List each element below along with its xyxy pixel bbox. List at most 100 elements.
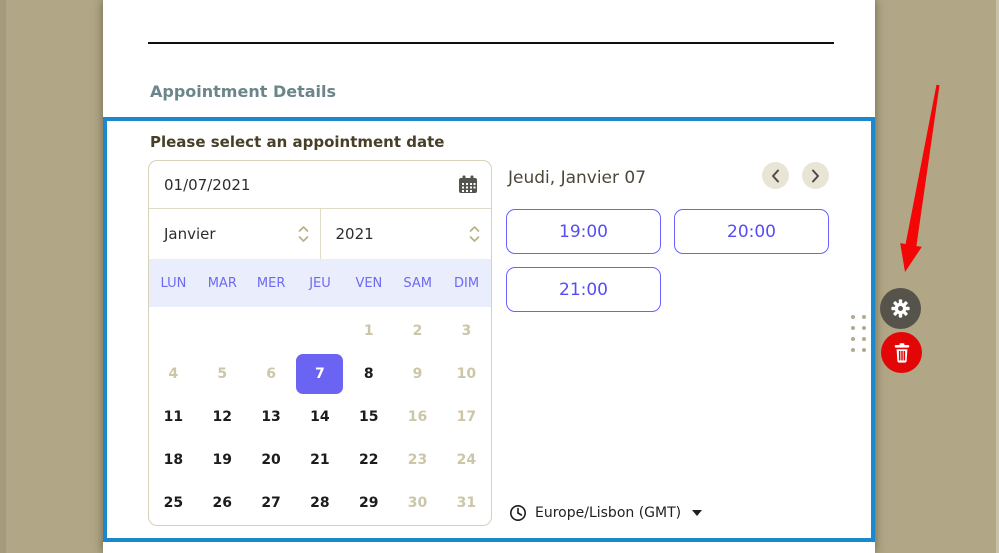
calendar-day-label: [199, 311, 246, 351]
calendar-cell-empty: [198, 309, 247, 352]
chevron-up-icon: [469, 226, 480, 232]
calendar-day-label[interactable]: 21: [310, 451, 330, 468]
calendar-day-30: 30: [393, 481, 442, 524]
calendar-day-14[interactable]: 14: [295, 395, 344, 438]
month-select[interactable]: Janvier: [149, 209, 321, 259]
chevron-up-icon: [298, 226, 308, 232]
calendar-day-label[interactable]: 18: [163, 451, 184, 468]
appointment-widget-selected[interactable]: Please select an appointment date 01/07/…: [103, 117, 875, 542]
date-input[interactable]: 01/07/2021: [149, 161, 491, 209]
gear-icon: [891, 299, 910, 318]
calendar-day-4: 4: [149, 352, 198, 395]
month-select-value: Janvier: [164, 225, 216, 243]
calendar-day-label[interactable]: 19: [212, 451, 232, 468]
right-edge-strip: [996, 0, 999, 553]
calendar-day-label: 9: [412, 365, 423, 382]
calendar-day-label: 30: [407, 494, 428, 511]
year-select[interactable]: 2021: [321, 209, 492, 259]
prev-day-button[interactable]: [762, 162, 789, 189]
calendar-day-9: 9: [393, 352, 442, 395]
calendar-day-label[interactable]: 29: [358, 494, 379, 511]
delete-button[interactable]: [881, 332, 922, 373]
calendar-day-13[interactable]: 13: [247, 395, 296, 438]
datepicker: 01/07/2021: [148, 160, 492, 526]
calendar-day-31: 31: [442, 481, 491, 524]
calendar-day-label: 23: [407, 451, 428, 468]
weekday-header: MAR: [207, 275, 237, 291]
calendar-day-label[interactable]: 14: [310, 408, 330, 425]
calendar-day-label[interactable]: 8: [363, 365, 374, 382]
calendar-day-16: 16: [393, 395, 442, 438]
calendar-day-12[interactable]: 12: [198, 395, 247, 438]
month-year-row: Janvier 2021: [149, 209, 491, 259]
calendar-cell-empty: [247, 309, 296, 352]
weekday-header: SAM: [403, 275, 433, 291]
calendar-day-28[interactable]: 28: [295, 481, 344, 524]
clock-icon: [510, 505, 526, 521]
calendar-day-label[interactable]: 15: [358, 408, 379, 425]
chevron-down-icon: [469, 236, 480, 242]
calendar-day-label: 5: [217, 365, 228, 382]
timezone-value: Europe/Lisbon (GMT): [535, 505, 682, 521]
calendar-icon[interactable]: [458, 175, 478, 194]
calendar-day-label[interactable]: 13: [261, 408, 281, 425]
calendar-day-11[interactable]: 11: [149, 395, 198, 438]
form-panel: Appointment Details Please select an app…: [103, 0, 875, 553]
left-edge-strip: [0, 0, 6, 553]
calendar-day-label[interactable]: 20: [261, 451, 281, 468]
calendar-day-15[interactable]: 15: [344, 395, 393, 438]
calendar-day-29[interactable]: 29: [344, 481, 393, 524]
weekday-header: DIM: [454, 275, 480, 291]
calendar-day-label: 1: [363, 322, 374, 339]
calendar-day-27[interactable]: 27: [247, 481, 296, 524]
calendar-day-label[interactable]: 7: [296, 353, 344, 394]
settings-button[interactable]: [880, 288, 921, 329]
calendar-day-5: 5: [198, 352, 247, 395]
weekday-header-row: LUN MAR MER JEU VEN SAM DIM: [149, 259, 491, 307]
calendar-day-label[interactable]: 11: [163, 408, 184, 425]
chevron-down-icon: [298, 236, 308, 242]
calendar-day-21[interactable]: 21: [295, 438, 344, 481]
calendar-day-label[interactable]: 27: [261, 494, 281, 511]
caret-down-icon: [692, 510, 703, 516]
calendar-day-1: 1: [344, 309, 393, 352]
calendar-day-8[interactable]: 8: [344, 352, 393, 395]
calendar-day-label[interactable]: 26: [212, 494, 232, 511]
calendar-day-label: 6: [266, 365, 276, 382]
question-label: Please select an appointment date: [150, 133, 445, 151]
calendar-cell-empty: [295, 309, 344, 352]
calendar-day-label: 3: [461, 322, 472, 339]
drag-handle[interactable]: [851, 315, 866, 352]
month-spinner[interactable]: [298, 226, 309, 242]
calendar-day-label: 2: [412, 322, 423, 339]
calendar-day-19[interactable]: 19: [198, 438, 247, 481]
calendar-grid: 1 2 3 4 5 6 7 8 9 10 11 12 13 14 15 16 17 18 19 20 21 22 23 24 2…: [149, 307, 491, 525]
weekday-header: LUN: [160, 275, 187, 291]
time-slot-button[interactable]: 20:00: [674, 209, 829, 254]
calendar-day-26[interactable]: 26: [198, 481, 247, 524]
calendar-day-20[interactable]: 20: [247, 438, 296, 481]
calendar-day-6: 6: [247, 352, 296, 395]
calendar-day-label: [248, 311, 295, 351]
calendar-day-label[interactable]: 12: [212, 408, 232, 425]
next-day-button[interactable]: [802, 162, 829, 189]
calendar-day-22[interactable]: 22: [344, 438, 393, 481]
calendar-day-label[interactable]: 25: [163, 494, 184, 511]
calendar-day-label: [150, 311, 197, 351]
time-slot-button[interactable]: 19:00: [506, 209, 661, 254]
year-spinner[interactable]: [469, 226, 480, 242]
timezone-select[interactable]: Europe/Lisbon (GMT): [509, 504, 703, 522]
calendar-day-label: 24: [456, 451, 477, 468]
calendar-day-7[interactable]: 7: [295, 352, 344, 395]
trash-icon: [894, 342, 909, 363]
year-select-value: 2021: [335, 225, 374, 243]
calendar-day-25[interactable]: 25: [149, 481, 198, 524]
selected-date-header: Jeudi, Janvier 07: [508, 168, 647, 188]
calendar-day-18[interactable]: 18: [149, 438, 198, 481]
time-slot-button[interactable]: 21:00: [506, 267, 661, 312]
calendar-day-label[interactable]: 28: [310, 494, 330, 511]
calendar-day-label: [296, 311, 343, 351]
time-slot-list: 19:00 20:00 21:00: [506, 209, 836, 312]
calendar-day-label[interactable]: 22: [358, 451, 379, 468]
